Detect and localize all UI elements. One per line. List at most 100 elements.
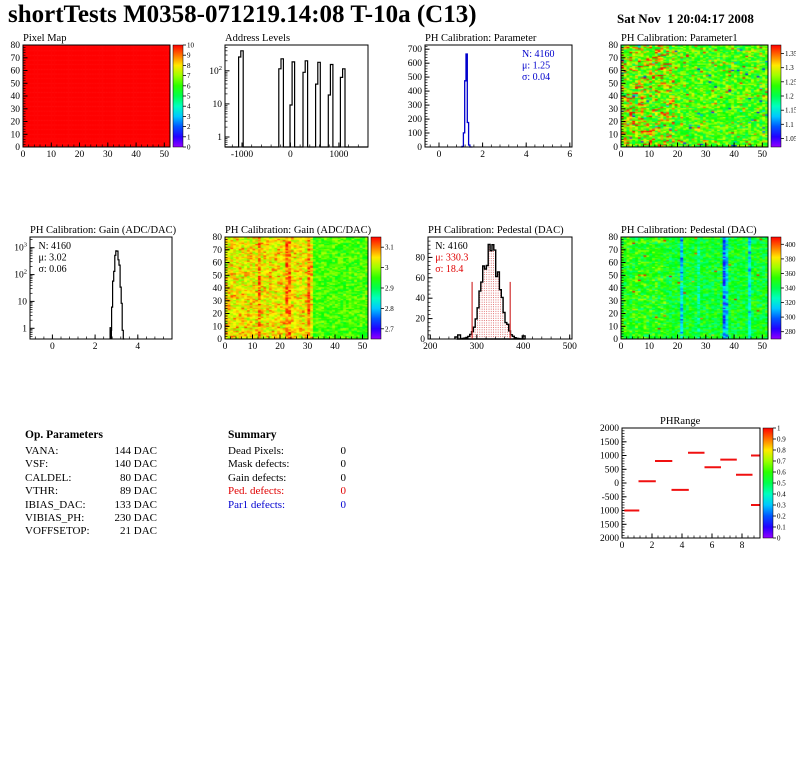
svg-text:50: 50	[758, 150, 768, 160]
svg-text:20: 20	[673, 150, 683, 160]
svg-text:380: 380	[785, 255, 796, 263]
svg-text:4: 4	[135, 342, 140, 352]
svg-text:400: 400	[516, 342, 531, 352]
svg-text:σ: 0.04: σ: 0.04	[522, 72, 550, 83]
svg-text:50: 50	[609, 79, 619, 89]
plot-frame	[620, 44, 769, 148]
svg-text:0: 0	[288, 150, 293, 160]
svg-text:μ: 3.02: μ: 3.02	[39, 253, 67, 264]
chart-content	[454, 243, 526, 340]
axes: 200 300 400 500 0 20 40 60 80	[416, 236, 577, 352]
svg-text:20: 20	[673, 342, 683, 352]
parameter-row: Par1 defects: 0	[228, 498, 346, 511]
svg-text:70: 70	[213, 246, 223, 256]
op-parameters-panel: Op. Parameters VANA: 144 DAC VSF: 140 DAC CA…	[25, 429, 157, 539]
plot-frame	[224, 44, 369, 148]
svg-text:80: 80	[11, 41, 21, 51]
svg-text:200: 200	[408, 115, 423, 125]
svg-text:2: 2	[650, 541, 655, 551]
svg-text:70: 70	[609, 246, 619, 256]
svg-text:2.9: 2.9	[385, 285, 394, 293]
svg-text:80: 80	[416, 253, 426, 263]
svg-text:400: 400	[785, 241, 796, 249]
svg-text:40: 40	[131, 150, 141, 160]
svg-text:40: 40	[330, 342, 340, 352]
colorbar: 280 300 320 340 360 380 400	[770, 236, 796, 340]
svg-text:9: 9	[187, 52, 191, 60]
svg-text:2: 2	[93, 342, 98, 352]
parameter-row: VIBIAS_PH: 230 DAC	[25, 512, 157, 525]
svg-text:0.4: 0.4	[777, 491, 786, 499]
svg-text:0.7: 0.7	[777, 458, 786, 466]
svg-text:80: 80	[213, 233, 223, 243]
svg-text:N: 4160: N: 4160	[435, 241, 468, 252]
svg-text:8: 8	[740, 541, 745, 551]
timestamp: Sat Nov 1 20:04:17 2008	[617, 11, 754, 26]
plot-frame	[620, 236, 769, 340]
svg-text:103: 103	[14, 242, 27, 254]
svg-text:6: 6	[187, 82, 191, 90]
svg-text:N: 4160: N: 4160	[39, 241, 72, 252]
svg-text:1.25: 1.25	[785, 78, 796, 86]
plot-svg: PH Calibration: Gain (ADC/DAC)0 10 20 30 40 5…	[213, 225, 395, 352]
plot-frame	[424, 44, 573, 148]
svg-text:1500: 1500	[600, 520, 619, 530]
svg-text:2: 2	[187, 123, 191, 131]
svg-text:40: 40	[729, 150, 739, 160]
svg-text:10: 10	[609, 130, 619, 140]
svg-text:10: 10	[645, 150, 655, 160]
svg-text:1000: 1000	[600, 452, 619, 462]
svg-text:10: 10	[645, 342, 655, 352]
svg-text:30: 30	[213, 297, 223, 307]
svg-text:50: 50	[11, 79, 21, 89]
axes: 0 2 4 6 8 2000 1500 1000 500 0 -500 1000 1500 2000	[600, 424, 761, 551]
svg-text:10: 10	[248, 342, 258, 352]
plot-svg: PHRange 0 2 4 6 8 2000 1500 1000 500 0 -500 1000 1500…	[600, 416, 786, 551]
svg-text:80: 80	[609, 233, 619, 243]
svg-text:0: 0	[613, 335, 618, 345]
svg-text:0.5: 0.5	[777, 480, 786, 488]
chart-content	[460, 53, 473, 148]
chart-title: PH Calibration: Parameter	[425, 33, 537, 44]
svg-text:-1000: -1000	[231, 150, 253, 160]
svg-text:20: 20	[213, 310, 223, 320]
svg-text:4: 4	[187, 103, 191, 111]
svg-text:30: 30	[609, 297, 619, 307]
chart-title: PH Calibration: Gain (ADC/DAC)	[225, 225, 372, 236]
svg-text:0: 0	[21, 150, 26, 160]
svg-text:340: 340	[785, 285, 796, 293]
op-parameters-title: Op. Parameters	[25, 429, 103, 441]
colorbar: 1.05 1.1 1.15 1.2 1.25 1.3 1.35	[770, 44, 796, 148]
svg-text:300: 300	[785, 314, 796, 322]
svg-text:700: 700	[408, 45, 423, 55]
svg-text:2000: 2000	[600, 534, 619, 544]
svg-text:1: 1	[187, 133, 191, 141]
svg-text:40: 40	[416, 294, 426, 304]
svg-text:6: 6	[567, 150, 572, 160]
plot-frame	[29, 236, 173, 340]
svg-text:0: 0	[620, 541, 625, 551]
svg-text:60: 60	[609, 67, 619, 77]
svg-text:50: 50	[160, 150, 170, 160]
colorbar: 0 1 2 3 4 5 6 7 8 9 10	[172, 42, 195, 152]
svg-text:0.8: 0.8	[777, 447, 786, 455]
svg-text:0: 0	[223, 342, 228, 352]
svg-text:N: 4160: N: 4160	[522, 49, 555, 60]
heatmap-canvas	[621, 237, 768, 339]
parameter-row: IBIAS_DAC: 133 DAC	[25, 498, 157, 511]
svg-text:60: 60	[11, 67, 21, 77]
svg-text:0: 0	[613, 143, 618, 153]
chart-content	[109, 250, 125, 340]
chart-title: PH Calibration: Pedestal (DAC)	[428, 225, 564, 236]
summary-panel: Summary Dead Pixels: 0 Mask defects: 0 Gain …	[228, 429, 346, 512]
svg-text:0: 0	[619, 342, 624, 352]
svg-text:0.2: 0.2	[777, 513, 786, 521]
svg-text:360: 360	[785, 270, 796, 278]
svg-text:μ: 330.3: μ: 330.3	[435, 253, 468, 264]
svg-text:40: 40	[11, 92, 21, 102]
parameter-row: VOFFSETOP: 21 DAC	[25, 525, 157, 538]
svg-text:4: 4	[680, 541, 685, 551]
